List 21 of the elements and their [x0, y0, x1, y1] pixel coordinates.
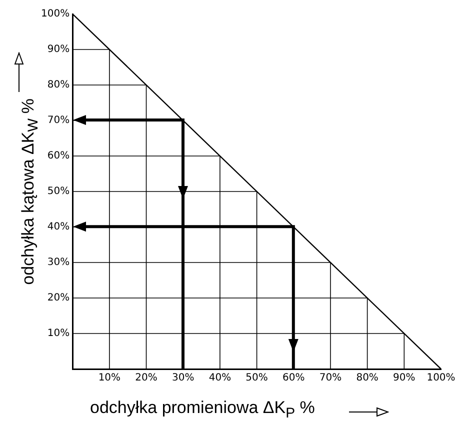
- x-axis-title: odchyłka promieniowa ΔK$_{P}$ %: [90, 398, 315, 422]
- x-tick-label: 80%: [356, 372, 378, 384]
- y-tick-label: 100%: [40, 8, 70, 20]
- x-tick-label: 50%: [246, 372, 268, 384]
- y-tick-label: 60%: [47, 150, 70, 162]
- x-tick-label: 90%: [393, 372, 416, 384]
- y-tick-label: 80%: [47, 80, 70, 91]
- x-tick-label: 70%: [319, 372, 342, 384]
- x-tick-label: 10%: [98, 372, 121, 384]
- y-tick-label: 20%: [47, 292, 70, 304]
- x-tick-label: 40%: [208, 372, 232, 384]
- y-tick-label: 90%: [47, 44, 70, 56]
- x-tick-label: 20%: [135, 372, 158, 384]
- x-tick-label: 30%: [172, 372, 194, 384]
- y-tick-label: 70%: [47, 115, 70, 126]
- y-tick-label: 30%: [47, 257, 70, 268]
- y-tick-label: 10%: [47, 328, 70, 340]
- x-tick-label: 60%: [282, 372, 305, 384]
- y-tick-label: 40%: [47, 222, 70, 233]
- y-tick-label: 50%: [47, 186, 70, 198]
- x-tick-label: 100%: [426, 372, 456, 384]
